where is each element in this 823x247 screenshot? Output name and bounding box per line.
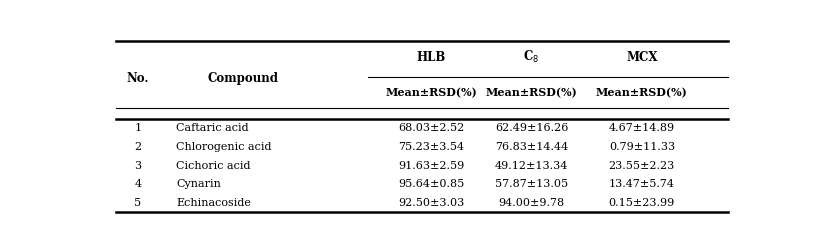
Text: Mean±RSD(%): Mean±RSD(%) bbox=[385, 87, 477, 98]
Text: 91.63±2.59: 91.63±2.59 bbox=[398, 161, 464, 171]
Text: 4: 4 bbox=[134, 179, 142, 189]
Text: Mean±RSD(%): Mean±RSD(%) bbox=[596, 87, 688, 98]
Text: Chlorogenic acid: Chlorogenic acid bbox=[176, 142, 272, 152]
Text: Mean±RSD(%): Mean±RSD(%) bbox=[486, 87, 578, 98]
Text: 0.15±23.99: 0.15±23.99 bbox=[609, 198, 675, 208]
Text: 0.79±11.33: 0.79±11.33 bbox=[609, 142, 675, 152]
Text: 1: 1 bbox=[134, 123, 142, 133]
Text: Echinacoside: Echinacoside bbox=[176, 198, 251, 208]
Text: 5: 5 bbox=[134, 198, 142, 208]
Text: 23.55±2.23: 23.55±2.23 bbox=[609, 161, 675, 171]
Text: 13.47±5.74: 13.47±5.74 bbox=[609, 179, 675, 189]
Text: Compound: Compound bbox=[207, 72, 279, 85]
Text: 95.64±0.85: 95.64±0.85 bbox=[398, 179, 464, 189]
Text: HLB: HLB bbox=[416, 51, 446, 64]
Text: Cynarin: Cynarin bbox=[176, 179, 221, 189]
Text: MCX: MCX bbox=[626, 51, 658, 64]
Text: 49.12±13.34: 49.12±13.34 bbox=[495, 161, 568, 171]
Text: C$_{8}$: C$_{8}$ bbox=[523, 49, 540, 65]
Text: 4.67±14.89: 4.67±14.89 bbox=[609, 123, 675, 133]
Text: 62.49±16.26: 62.49±16.26 bbox=[495, 123, 568, 133]
Text: 75.23±3.54: 75.23±3.54 bbox=[398, 142, 464, 152]
Text: Caftaric acid: Caftaric acid bbox=[176, 123, 249, 133]
Text: 76.83±14.44: 76.83±14.44 bbox=[495, 142, 568, 152]
Text: Cichoric acid: Cichoric acid bbox=[176, 161, 251, 171]
Text: 94.00±9.78: 94.00±9.78 bbox=[499, 198, 565, 208]
Text: 3: 3 bbox=[134, 161, 142, 171]
Text: No.: No. bbox=[127, 72, 149, 85]
Text: 92.50±3.03: 92.50±3.03 bbox=[398, 198, 464, 208]
Text: 57.87±13.05: 57.87±13.05 bbox=[495, 179, 568, 189]
Text: 2: 2 bbox=[134, 142, 142, 152]
Text: 68.03±2.52: 68.03±2.52 bbox=[398, 123, 464, 133]
